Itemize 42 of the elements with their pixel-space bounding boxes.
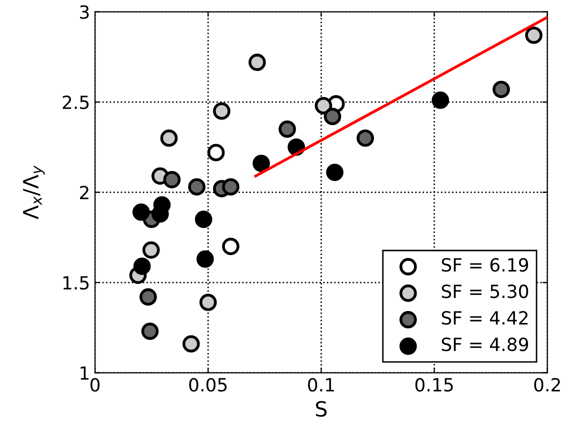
point xyxy=(133,258,151,275)
x-axis-title: S xyxy=(316,401,327,417)
point xyxy=(252,154,270,172)
x-tick-label: 0.2 xyxy=(534,378,560,392)
legend-label: SF = 6.19 xyxy=(442,258,528,272)
x-tick-label: 0.1 xyxy=(308,378,334,392)
point xyxy=(199,294,217,312)
point xyxy=(492,80,510,98)
x-tick-label: 0.05 xyxy=(189,378,227,392)
point xyxy=(213,102,230,120)
x-tick-label: 0 xyxy=(90,378,100,392)
point xyxy=(194,210,212,228)
point xyxy=(207,144,225,162)
point xyxy=(163,170,181,188)
x-tick-label: 0.15 xyxy=(415,378,453,392)
point xyxy=(525,26,542,44)
point xyxy=(278,120,296,138)
point xyxy=(432,92,450,109)
point xyxy=(188,178,206,196)
point xyxy=(326,164,344,182)
legend-label: SF = 5.30 xyxy=(442,284,528,298)
y-tick-label: 2 xyxy=(80,186,88,200)
y-tick-label: 1 xyxy=(80,366,88,380)
point xyxy=(248,54,266,72)
point xyxy=(314,96,332,114)
point xyxy=(182,335,200,353)
point xyxy=(160,129,178,147)
y-tick-label: 2.5 xyxy=(62,96,89,110)
point xyxy=(356,129,374,147)
legend-label: SF = 4.89 xyxy=(442,338,528,352)
y-tick-label: 1.5 xyxy=(63,276,89,290)
point xyxy=(222,238,240,256)
point xyxy=(324,108,342,126)
point xyxy=(196,250,214,268)
legend-label: SF = 4.42 xyxy=(442,311,528,325)
point xyxy=(142,241,160,259)
point xyxy=(222,178,240,196)
y-tick-label: 3 xyxy=(80,5,89,19)
point xyxy=(132,203,150,221)
y-axis-title: Λ$_{x}$/Λ$_{y}$ xyxy=(23,166,45,220)
point xyxy=(141,322,159,340)
point xyxy=(140,288,157,306)
